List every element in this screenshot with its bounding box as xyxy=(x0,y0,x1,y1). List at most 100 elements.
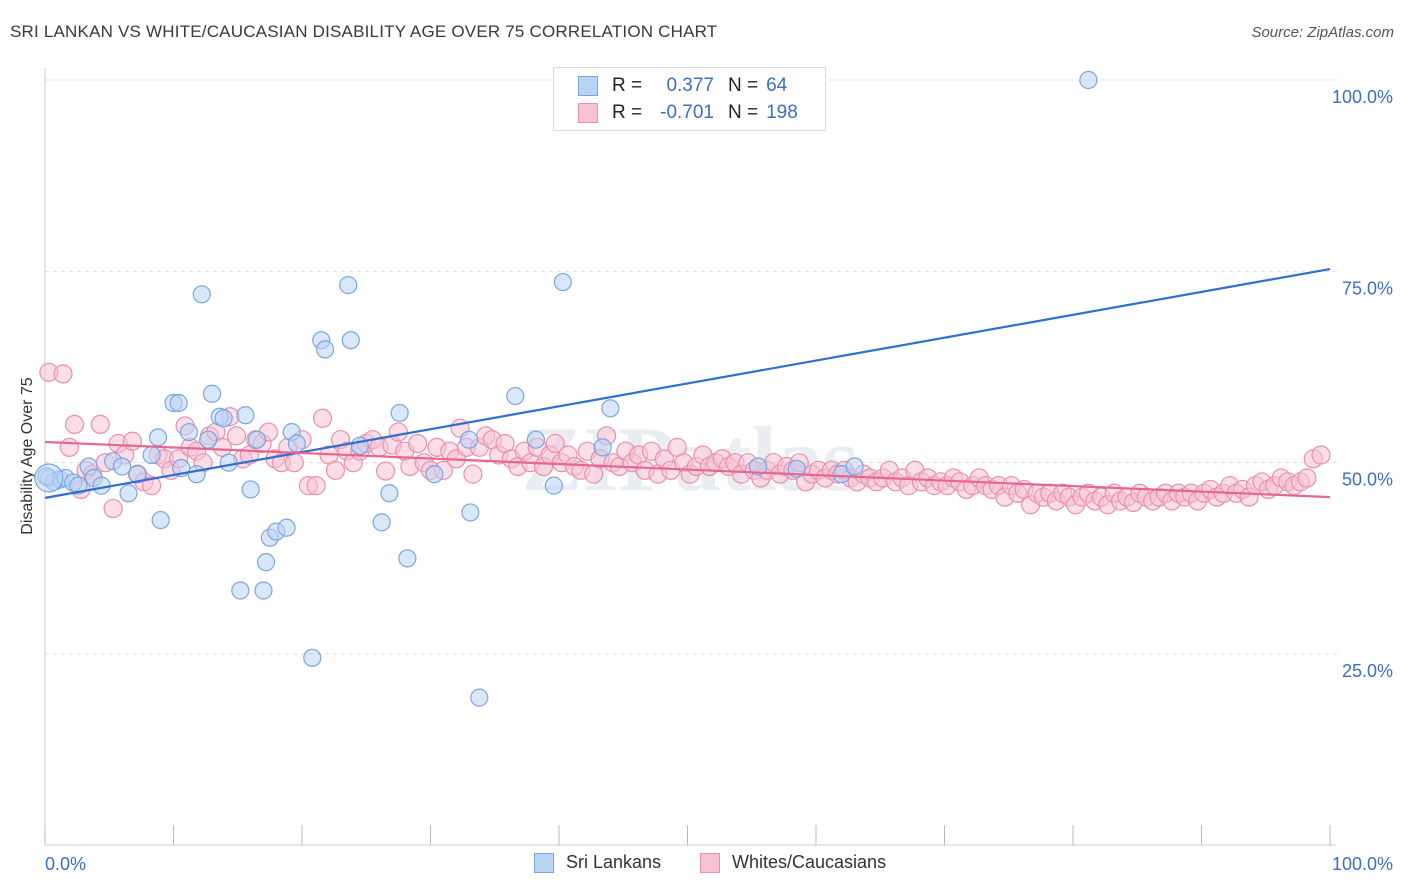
point-sri-lankans xyxy=(459,430,479,449)
legend-label: Sri Lankans xyxy=(566,852,662,872)
point-sri-lankans xyxy=(254,581,273,600)
legend-n-label: N = xyxy=(728,102,759,123)
point-sri-lankans xyxy=(398,549,417,568)
axes xyxy=(44,68,1335,846)
point-sri-lankans xyxy=(241,480,260,499)
trend-lines xyxy=(44,267,1331,499)
point-sri-lankans xyxy=(142,445,161,465)
point-sri-lankans xyxy=(112,457,132,476)
point-sri-lankans xyxy=(199,430,218,449)
legend-r-value: -0.701 xyxy=(660,102,714,123)
point-sri-lankans xyxy=(247,430,267,449)
stats-legend: R = 0.377 N = 64 R = -0.701 N = 198 xyxy=(553,67,826,131)
legend-row-whites: R = -0.701 N = 198 xyxy=(578,101,798,125)
trend-line-sri-lankans xyxy=(44,267,1331,499)
point-sri-lankans xyxy=(151,510,170,530)
source-credit: Source: ZipAtlas.com xyxy=(1251,24,1394,41)
point-sri-lankans xyxy=(425,465,444,484)
point-whites-caucasians xyxy=(53,364,73,384)
legend-label: Whites/Caucasians xyxy=(732,852,887,872)
point-sri-lankans xyxy=(236,406,255,425)
y-tick-label: 100.0% xyxy=(1332,87,1393,107)
tick-labels: 25.0% 50.0% 75.0% 100.0% 0.0% 100.0% xyxy=(45,87,1393,874)
point-sri-lankans xyxy=(601,399,620,418)
point-sri-lankans xyxy=(303,648,322,667)
point-sri-lankans xyxy=(69,476,88,495)
legend-r-value: 0.377 xyxy=(666,75,714,96)
point-whites-caucasians xyxy=(103,498,123,519)
legend-r-label: R = xyxy=(612,102,643,123)
point-whites-caucasians xyxy=(64,414,85,434)
point-sri-lankans xyxy=(506,386,525,406)
point-whites-caucasians xyxy=(226,426,247,446)
point-whites-caucasians xyxy=(312,408,333,428)
legend-swatch-pink xyxy=(700,852,720,873)
point-sri-lankans xyxy=(231,581,250,600)
point-whites-caucasians xyxy=(59,437,80,457)
point-sri-lankans xyxy=(256,553,276,572)
point-whites-caucasians xyxy=(122,431,142,451)
x-tick-label: 100.0% xyxy=(1332,854,1393,874)
point-sri-lankans xyxy=(749,457,768,476)
point-whites-caucasians xyxy=(408,433,428,454)
y-tick-label: 50.0% xyxy=(1342,470,1393,490)
point-sri-lankans xyxy=(544,476,563,495)
point-sri-lankans xyxy=(461,503,480,522)
point-sri-lankans xyxy=(553,272,572,292)
point-sri-lankans xyxy=(526,430,545,449)
legend-n-value: 64 xyxy=(766,75,788,96)
point-sri-lankans xyxy=(390,403,409,423)
legend-item-sri-lankans: Sri Lankans xyxy=(534,852,661,873)
point-sri-lankans xyxy=(316,340,335,359)
point-sri-lankans xyxy=(470,688,489,707)
point-sri-lankans xyxy=(179,422,199,442)
point-whites-caucasians xyxy=(90,414,110,434)
point-whites-caucasians xyxy=(284,453,304,473)
point-sri-lankans xyxy=(339,276,358,295)
point-sri-lankans xyxy=(845,457,864,476)
trend-line-whites-caucasians xyxy=(44,440,1331,499)
point-whites-caucasians xyxy=(375,461,396,481)
chart-title: SRI LANKAN VS WHITE/CAUCASIAN DISABILITY… xyxy=(10,22,718,41)
gridlines xyxy=(45,79,1340,655)
point-sri-lankans xyxy=(214,409,233,428)
legend-swatch-blue xyxy=(578,76,598,96)
series-legend: Sri Lankans Whites/Caucasians xyxy=(0,852,1406,876)
point-sri-lankans xyxy=(380,484,399,503)
point-sri-lankans xyxy=(128,465,147,484)
point-whites-caucasians xyxy=(306,476,326,496)
point-sri-lankans xyxy=(202,384,222,403)
point-sri-lankans xyxy=(119,484,138,503)
y-tick-label: 25.0% xyxy=(1342,661,1393,681)
point-whites-caucasians xyxy=(142,476,162,496)
legend-row-sri-lankans: R = 0.377 N = 64 xyxy=(578,74,787,98)
point-sri-lankans xyxy=(192,285,211,304)
point-sri-lankans xyxy=(372,513,391,532)
point-sri-lankans-cluster xyxy=(34,463,64,493)
point-sri-lankans xyxy=(187,465,206,484)
point-whites-caucasians xyxy=(545,433,565,454)
point-sri-lankans xyxy=(219,453,238,472)
legend-item-whites: Whites/Caucasians xyxy=(700,852,886,873)
point-sri-lankans xyxy=(593,438,612,457)
point-sri-lankans xyxy=(1079,70,1098,90)
y-tick-label: 75.0% xyxy=(1342,278,1393,298)
point-whites-caucasians xyxy=(1297,468,1317,488)
point-sri-lankans xyxy=(287,434,306,453)
legend-n-label: N = xyxy=(728,75,759,96)
point-sri-lankans xyxy=(169,393,188,413)
legend-r-label: R = xyxy=(612,75,643,96)
point-whites-caucasians xyxy=(388,422,408,442)
point-whites-caucasians xyxy=(463,464,483,484)
legend-swatch-blue xyxy=(534,852,554,873)
legend-n-value: 198 xyxy=(766,102,798,123)
legend-swatch-pink xyxy=(578,103,598,123)
point-sri-lankans xyxy=(277,518,296,537)
point-sri-lankans xyxy=(341,331,360,350)
x-tick-label: 0.0% xyxy=(45,854,86,874)
point-whites-caucasians xyxy=(1311,445,1331,465)
point-whites-caucasians xyxy=(325,460,346,480)
point-sri-lankans xyxy=(148,428,168,447)
series-sri-lankans xyxy=(34,70,1098,707)
